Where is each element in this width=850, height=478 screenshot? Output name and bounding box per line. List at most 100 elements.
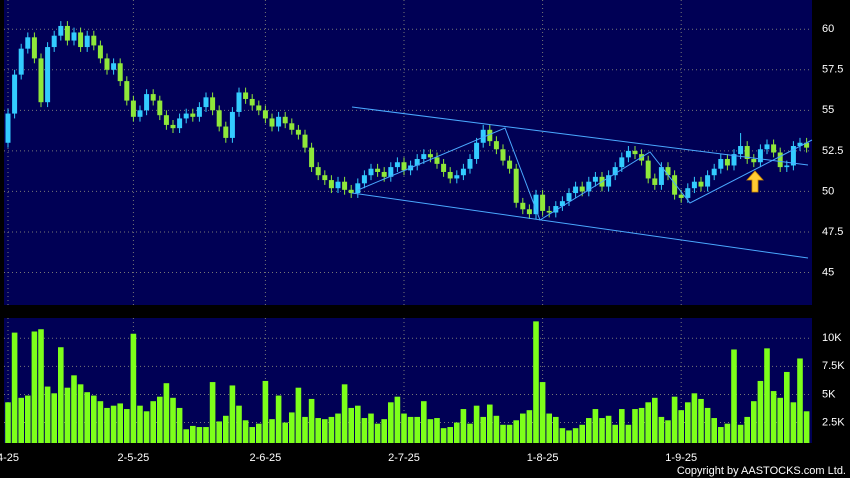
volume-bar [322, 419, 328, 443]
candle-body [612, 167, 618, 176]
candle-body [540, 194, 546, 211]
volume-bar [553, 416, 559, 443]
candle-body [348, 189, 354, 194]
volume-bar [196, 427, 203, 443]
candle-body [606, 175, 612, 187]
candle-body [276, 116, 282, 127]
candle-body [526, 209, 532, 215]
volume-bar [361, 418, 368, 443]
candle-body [592, 176, 598, 182]
volume-bar [625, 424, 632, 443]
arrow-icon [746, 170, 764, 193]
grid: 45 47.5 50 52.5 55 57.5 60 2.5K 5K 7.5K 10K 4-25 2-5… [0, 0, 845, 464]
volume-bar [698, 398, 704, 443]
y-tick-label: 45 [822, 266, 834, 278]
candle-body [480, 129, 486, 143]
volume-bar [341, 384, 348, 443]
volume-bar [84, 392, 90, 443]
candle-body [414, 158, 420, 166]
candle-body [375, 168, 381, 172]
volume-bar [328, 416, 335, 443]
candle-body [256, 105, 262, 111]
volume-bar [691, 393, 698, 443]
volume-bar [605, 415, 612, 443]
candle-body [665, 167, 671, 176]
volume-bar [130, 333, 137, 443]
volume-bar [718, 427, 724, 443]
volume-bar [506, 424, 513, 443]
candle-body [328, 180, 334, 189]
volume-bar [790, 402, 797, 443]
candle-body [322, 175, 328, 181]
volume-bar [275, 395, 282, 443]
candle-body [645, 160, 651, 179]
volume-bar [71, 375, 77, 443]
volume-bar [236, 405, 242, 443]
candle-body [553, 206, 559, 213]
volume-bar [97, 401, 104, 443]
volume-bar [91, 395, 97, 443]
volume-bar [803, 411, 810, 443]
volume-bar [308, 398, 315, 443]
volume-bar [183, 429, 189, 443]
candle-body [777, 152, 783, 168]
candle-body [111, 63, 117, 70]
volume-bar [460, 409, 467, 443]
candle-body [724, 158, 730, 166]
candle-body [751, 158, 757, 163]
candle-body [460, 168, 466, 176]
candle-body [269, 118, 275, 127]
candle-body [289, 123, 295, 130]
volume-bar [302, 416, 308, 443]
candle-body [566, 193, 572, 202]
volume-bar [170, 397, 176, 443]
volume-bar [447, 427, 453, 443]
volume-bar [242, 420, 249, 443]
volume-bar [619, 409, 625, 443]
volume-bar [104, 407, 110, 443]
candle-body [533, 194, 539, 215]
candle-body [216, 110, 222, 127]
candle-body [546, 210, 552, 213]
volume-bar [249, 427, 255, 443]
volume-bar [520, 413, 526, 443]
volume-bar [157, 396, 163, 443]
volume-bar [388, 402, 394, 443]
volume-bar [216, 421, 222, 443]
volume-bar [5, 402, 11, 443]
candle-body [474, 142, 480, 159]
candle-body [124, 81, 130, 101]
candle-body [177, 118, 183, 129]
volume-bar [526, 410, 533, 443]
marks [5, 21, 810, 443]
y-tick-label: 7.5K [822, 360, 845, 372]
candle-body [170, 124, 176, 129]
volume-bar [137, 405, 143, 443]
volume-bar [434, 418, 440, 443]
volume-bar [64, 387, 71, 443]
volume-bar [401, 413, 407, 443]
candle-body [685, 188, 691, 198]
x-tick-label: 2-5-25 [118, 452, 150, 464]
candle-body [12, 74, 18, 114]
candle-body [130, 100, 136, 117]
volume-bar [209, 382, 216, 443]
candle-body [691, 181, 697, 189]
candle-body [586, 181, 592, 192]
volume-bar [539, 382, 546, 443]
volume-bar [368, 413, 374, 443]
price-panel [4, 0, 812, 305]
volume-bar [592, 409, 599, 443]
x-tick-label: 4-25 [0, 452, 19, 464]
candle-body [31, 37, 37, 59]
volume-bar [586, 418, 592, 443]
volume-bar [407, 416, 414, 443]
copyright: Copyright by AASTOCKS.com Ltd. [677, 465, 846, 477]
trend-lines [351, 106, 813, 259]
candle-body [381, 171, 387, 177]
y-tick-label: 5K [822, 388, 836, 400]
candle-body [441, 163, 447, 172]
candle-body [559, 201, 565, 207]
candle-body [163, 115, 169, 125]
candle-body [790, 146, 796, 166]
